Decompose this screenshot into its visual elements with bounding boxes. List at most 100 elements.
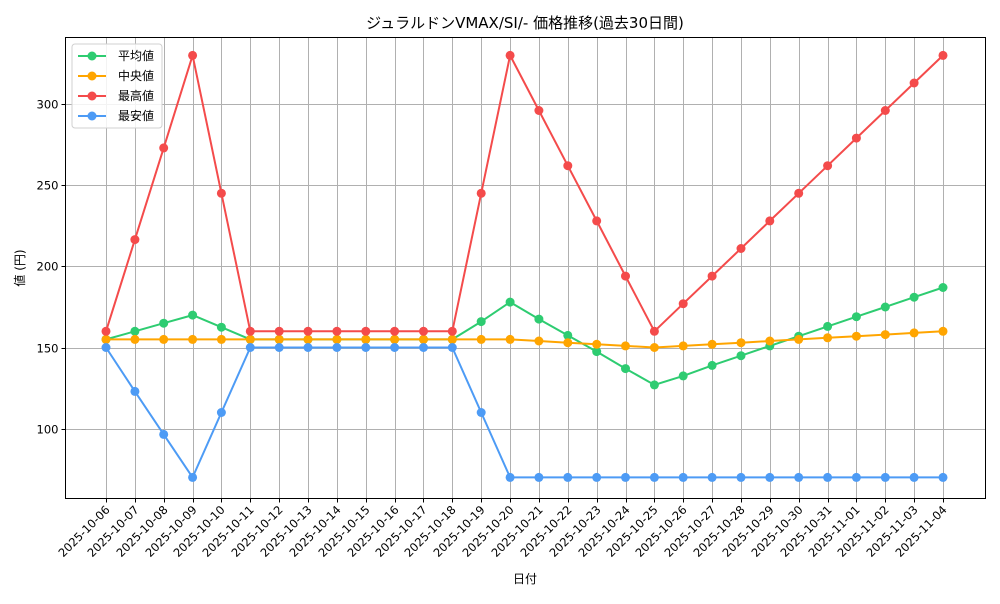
data-point: [361, 326, 371, 336]
data-point: [476, 188, 486, 198]
data-point: [534, 472, 544, 482]
data-point: [563, 338, 573, 348]
data-point: [938, 50, 948, 60]
legend-label: 最高値: [118, 88, 154, 103]
data-point: [851, 312, 861, 322]
data-point: [245, 326, 255, 336]
data-point: [245, 343, 255, 352]
data-point: [130, 386, 140, 396]
data-point: [361, 343, 371, 352]
data-point: [159, 143, 169, 153]
data-point: [505, 334, 515, 344]
data-point: [505, 472, 515, 482]
data-point: [159, 318, 169, 328]
data-point: [505, 297, 515, 307]
data-point: [274, 343, 284, 352]
data-point: [880, 472, 890, 482]
data-point: [909, 292, 919, 302]
data-point: [678, 472, 688, 482]
series-line: [101, 283, 948, 390]
data-point: [707, 339, 717, 349]
data-point: [332, 326, 342, 336]
legend-marker-icon: [87, 71, 97, 81]
data-point: [159, 334, 169, 344]
data-point: [592, 472, 602, 482]
data-point: [447, 334, 457, 344]
data-point: [245, 334, 255, 344]
data-point: [188, 472, 198, 482]
legend-marker-icon: [87, 111, 97, 121]
data-point: [303, 343, 313, 352]
data-point: [101, 334, 111, 344]
data-point: [707, 271, 717, 281]
data-point: [823, 472, 833, 482]
data-point: [274, 326, 284, 336]
data-point: [563, 161, 573, 171]
data-point: [419, 343, 428, 352]
data-point: [563, 472, 573, 482]
data-point: [736, 338, 746, 348]
data-point: [390, 334, 400, 344]
y-axis-label: 値 (円): [12, 249, 27, 286]
data-point: [736, 351, 746, 361]
data-point: [707, 360, 717, 370]
data-point: [823, 161, 833, 171]
data-point: [534, 314, 544, 324]
data-point: [909, 78, 919, 88]
data-point: [130, 334, 140, 344]
data-point: [476, 408, 486, 417]
data-point: [361, 334, 371, 344]
data-point: [938, 283, 948, 292]
data-point: [505, 50, 515, 60]
data-point: [592, 347, 602, 357]
legend-marker-icon: [87, 51, 97, 61]
data-point: [649, 380, 659, 390]
data-point: [332, 334, 342, 344]
legend-label: 最安値: [118, 108, 154, 123]
data-point: [621, 472, 630, 482]
legend-label: 中央値: [118, 68, 154, 83]
data-point: [649, 326, 659, 336]
data-point: [101, 343, 111, 352]
data-point: [678, 299, 688, 309]
data-point: [794, 334, 804, 344]
data-point: [188, 334, 198, 344]
data-point: [447, 343, 457, 352]
data-point: [851, 133, 861, 143]
chart-title: ジュラルドンVMAX/SI/- 価格推移(過去30日間): [366, 14, 684, 32]
data-point: [880, 330, 890, 340]
data-point: [794, 472, 804, 482]
series-line: [101, 343, 948, 482]
data-point: [678, 341, 688, 351]
legend-box: [71, 43, 163, 129]
data-point: [938, 472, 948, 482]
legend-item: 平均値: [78, 48, 154, 63]
data-point: [303, 326, 313, 336]
data-point: [130, 326, 140, 336]
grid-lines: [65, 37, 986, 499]
data-point: [130, 235, 140, 245]
data-point: [736, 244, 746, 253]
plot-area-frame: [65, 37, 986, 499]
y-tick-label: 200: [37, 260, 59, 274]
data-point: [216, 334, 226, 344]
data-point: [274, 334, 284, 344]
series-line: [101, 50, 948, 336]
data-point: [419, 334, 428, 344]
data-point: [707, 472, 717, 482]
data-point: [851, 472, 861, 482]
data-point: [592, 216, 602, 226]
data-point: [851, 331, 861, 341]
y-tick-label: 100: [37, 423, 59, 437]
data-point: [909, 472, 919, 482]
data-point: [880, 106, 890, 115]
data-point: [101, 326, 111, 336]
data-point: [390, 326, 400, 336]
data-point: [188, 310, 198, 320]
data-point: [216, 408, 226, 417]
data-point: [765, 336, 775, 346]
data-point: [736, 472, 746, 482]
